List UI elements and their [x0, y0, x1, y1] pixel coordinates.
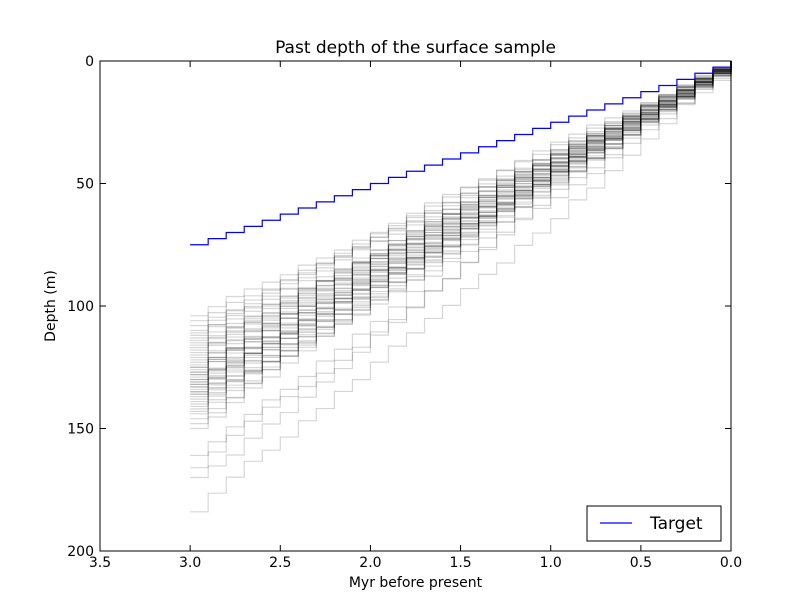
ensemble-line	[190, 61, 732, 385]
ensemble-line	[190, 61, 732, 368]
ensemble-line	[190, 61, 732, 405]
ensemble-line	[190, 61, 732, 344]
ticks-layer: 3.5 3.0 2.5 2.0 1.5 1.0 0.5 0.0 0 50 100 150 200	[67, 54, 742, 571]
ensemble-line	[190, 61, 732, 371]
ensemble-line	[190, 61, 732, 400]
ensemble-line	[190, 61, 732, 376]
ensemble-line	[190, 61, 732, 410]
ensemble-line	[190, 61, 732, 359]
ensemble-line	[190, 61, 732, 395]
ensemble-line	[190, 61, 732, 317]
ensemble-line	[190, 61, 732, 366]
series-line-target	[190, 61, 732, 246]
y-tick-label: 100	[67, 299, 94, 315]
outlier-line	[190, 61, 732, 479]
chart-title: Past depth of the surface sample	[275, 38, 556, 58]
ensemble-line	[190, 61, 732, 395]
ensemble-line	[190, 61, 732, 354]
lines-layer	[190, 61, 732, 513]
ensemble-line	[190, 61, 732, 363]
ensemble-line	[190, 61, 732, 415]
ensemble-line	[190, 61, 732, 327]
ensemble-line	[190, 61, 732, 393]
ensemble-line	[190, 61, 732, 336]
x-tick-label: 3.5	[89, 555, 111, 571]
legend: Target	[586, 505, 722, 542]
ensemble-line	[190, 61, 732, 356]
y-tick-label: 0	[85, 54, 94, 70]
ensemble-line	[190, 61, 732, 339]
ensemble-line	[190, 61, 732, 322]
ensemble-line	[190, 61, 732, 408]
ensemble-line	[190, 61, 732, 383]
x-tick-label: 0.5	[630, 555, 652, 571]
y-tick-label: 150	[67, 422, 94, 438]
x-tick-label: 0.0	[720, 555, 742, 571]
ensemble-line	[190, 61, 732, 373]
outlier-line	[190, 61, 732, 513]
x-axis-label: Myr before present	[349, 575, 483, 591]
x-tick-label: 1.5	[449, 555, 471, 571]
ensemble-line	[190, 61, 732, 390]
ensemble-line	[190, 61, 732, 351]
ensemble-line	[190, 61, 732, 412]
ensemble-line	[190, 61, 732, 425]
x-tick-label: 1.0	[540, 555, 562, 571]
plot-frame	[99, 60, 732, 552]
ensemble-line	[190, 61, 732, 381]
outlier-line	[190, 61, 732, 469]
y-axis-label: Depth (m)	[43, 270, 59, 342]
ensemble-line	[190, 61, 732, 420]
ensemble-line	[190, 61, 732, 403]
x-tick-label: 2.0	[359, 555, 381, 571]
ensemble-line	[190, 61, 732, 334]
ensemble-line	[190, 61, 732, 373]
ensemble-line	[190, 61, 732, 341]
ensemble-line	[190, 61, 732, 378]
ensemble-line	[190, 61, 732, 361]
ensemble-line	[190, 61, 732, 349]
x-tick-label: 2.5	[269, 555, 291, 571]
outlier-line	[190, 61, 732, 457]
ensemble-line	[190, 61, 732, 388]
plot-area	[100, 61, 731, 551]
ensemble-line	[190, 61, 732, 346]
ensemble-line	[190, 61, 732, 385]
ensemble-line	[190, 61, 732, 393]
y-tick-label: 50	[76, 177, 94, 193]
y-tick-label: 200	[67, 544, 94, 560]
x-tick-label: 3.0	[179, 555, 201, 571]
ensemble-line	[190, 61, 732, 398]
legend-label-target: Target	[649, 514, 703, 534]
ensemble-line	[190, 61, 732, 388]
ensemble-line	[190, 61, 732, 368]
ensemble-line	[190, 61, 732, 381]
ensemble-line	[190, 61, 732, 376]
ensemble-line	[190, 61, 732, 383]
ensemble-line	[190, 61, 732, 430]
ensemble-line	[190, 61, 732, 332]
